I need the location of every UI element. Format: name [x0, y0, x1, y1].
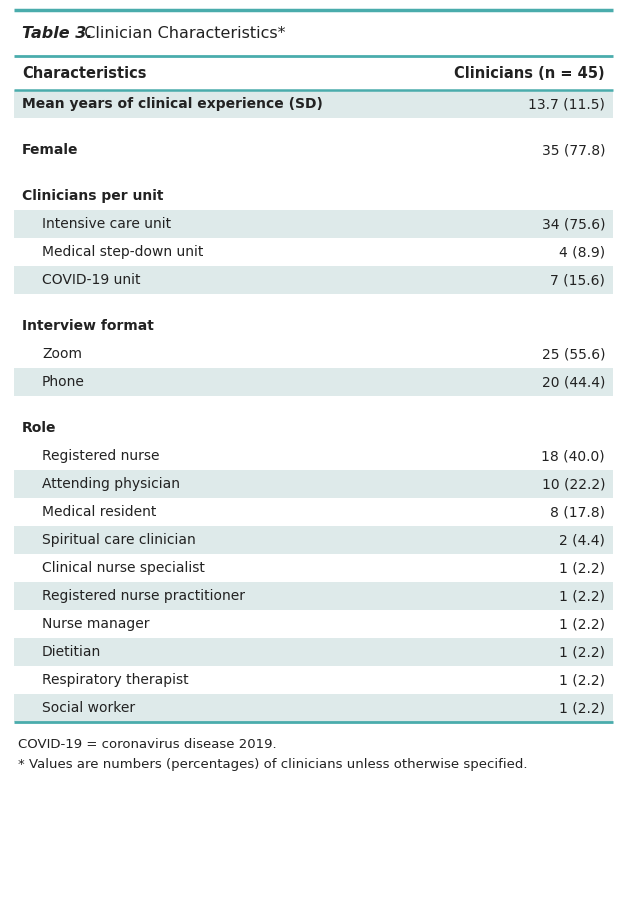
- Text: 1 (2.2): 1 (2.2): [559, 645, 605, 659]
- Text: Mean years of clinical experience (SD): Mean years of clinical experience (SD): [22, 97, 323, 111]
- Bar: [14, 526, 613, 554]
- Text: 13.7 (11.5): 13.7 (11.5): [528, 97, 605, 111]
- Bar: [14, 638, 613, 666]
- Text: * Values are numbers (percentages) of clinicians unless otherwise specified.: * Values are numbers (percentages) of cl…: [18, 758, 527, 771]
- Text: Nurse manager: Nurse manager: [42, 617, 149, 631]
- Text: Attending physician: Attending physician: [42, 477, 180, 491]
- Bar: [14, 10, 613, 56]
- Text: 34 (75.6): 34 (75.6): [542, 217, 605, 231]
- Bar: [14, 554, 613, 582]
- Bar: [14, 312, 613, 340]
- Bar: [14, 118, 613, 136]
- Bar: [14, 498, 613, 526]
- Bar: [14, 266, 613, 294]
- Text: Clinicians (n = 45): Clinicians (n = 45): [455, 66, 605, 81]
- Text: Registered nurse: Registered nurse: [42, 449, 159, 463]
- Text: Clinicians per unit: Clinicians per unit: [22, 189, 164, 203]
- Text: Clinical nurse specialist: Clinical nurse specialist: [42, 561, 205, 575]
- Text: COVID-19 unit: COVID-19 unit: [42, 273, 140, 287]
- Text: Table 3.: Table 3.: [22, 26, 93, 40]
- Text: 35 (77.8): 35 (77.8): [542, 143, 605, 157]
- Bar: [14, 136, 613, 164]
- Bar: [14, 396, 613, 414]
- Text: Dietitian: Dietitian: [42, 645, 101, 659]
- Bar: [14, 582, 613, 610]
- Text: Intensive care unit: Intensive care unit: [42, 217, 171, 231]
- Text: 1 (2.2): 1 (2.2): [559, 589, 605, 603]
- Bar: [14, 340, 613, 368]
- Text: 1 (2.2): 1 (2.2): [559, 617, 605, 631]
- Text: Zoom: Zoom: [42, 347, 82, 361]
- Bar: [14, 414, 613, 442]
- Text: Role: Role: [22, 421, 56, 435]
- Text: Social worker: Social worker: [42, 701, 135, 715]
- Bar: [14, 666, 613, 694]
- Bar: [14, 294, 613, 312]
- Text: Clinician Characteristics*: Clinician Characteristics*: [74, 26, 285, 40]
- Text: 2 (4.4): 2 (4.4): [559, 533, 605, 547]
- Text: 18 (40.0): 18 (40.0): [541, 449, 605, 463]
- Bar: [14, 56, 613, 90]
- Bar: [14, 182, 613, 210]
- Text: 1 (2.2): 1 (2.2): [559, 673, 605, 687]
- Text: 25 (55.6): 25 (55.6): [542, 347, 605, 361]
- Text: 1 (2.2): 1 (2.2): [559, 701, 605, 715]
- Text: 1 (2.2): 1 (2.2): [559, 561, 605, 575]
- Text: Respiratory therapist: Respiratory therapist: [42, 673, 189, 687]
- Bar: [14, 90, 613, 118]
- Bar: [14, 164, 613, 182]
- Text: 10 (22.2): 10 (22.2): [542, 477, 605, 491]
- Text: COVID-19 = coronavirus disease 2019.: COVID-19 = coronavirus disease 2019.: [18, 738, 277, 751]
- Text: Spiritual care clinician: Spiritual care clinician: [42, 533, 196, 547]
- Text: Phone: Phone: [42, 375, 85, 389]
- Text: Medical step-down unit: Medical step-down unit: [42, 245, 203, 259]
- Text: 7 (15.6): 7 (15.6): [550, 273, 605, 287]
- Bar: [14, 238, 613, 266]
- Text: Female: Female: [22, 143, 78, 157]
- Text: 8 (17.8): 8 (17.8): [550, 505, 605, 519]
- Text: Interview format: Interview format: [22, 319, 154, 333]
- Bar: [14, 694, 613, 722]
- Bar: [14, 610, 613, 638]
- Text: Characteristics: Characteristics: [22, 66, 147, 81]
- Text: 4 (8.9): 4 (8.9): [559, 245, 605, 259]
- Bar: [14, 210, 613, 238]
- Bar: [14, 470, 613, 498]
- Text: Medical resident: Medical resident: [42, 505, 156, 519]
- Text: Registered nurse practitioner: Registered nurse practitioner: [42, 589, 245, 603]
- Bar: [14, 442, 613, 470]
- Text: 20 (44.4): 20 (44.4): [542, 375, 605, 389]
- Bar: [14, 368, 613, 396]
